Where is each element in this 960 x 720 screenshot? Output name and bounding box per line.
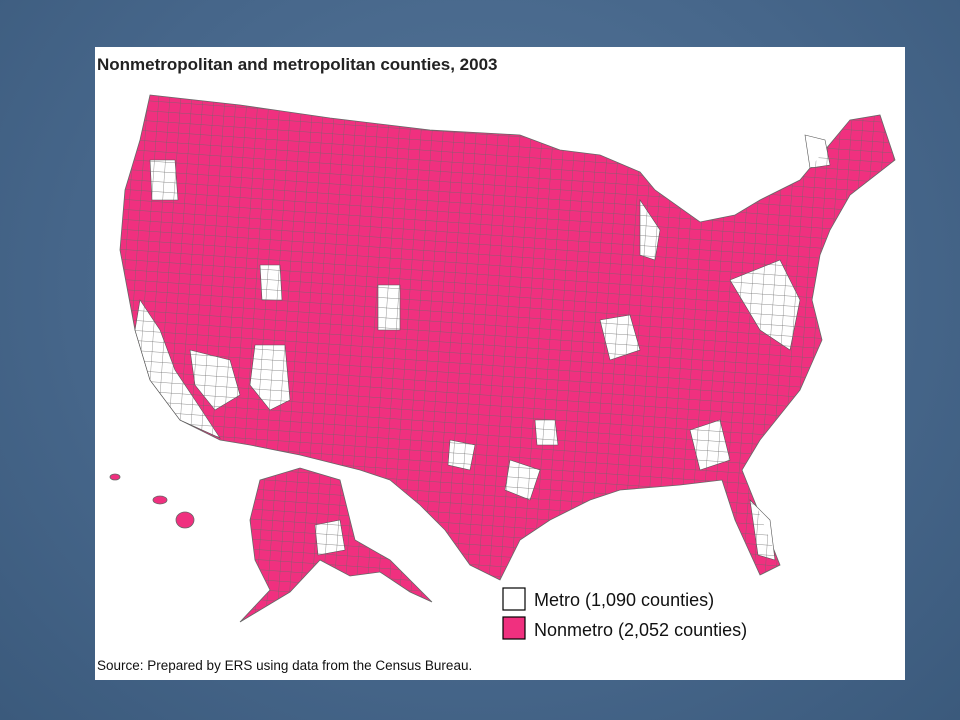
hawaii-island — [109, 473, 121, 481]
legend-swatch — [502, 616, 526, 640]
hawaii-island — [152, 495, 168, 505]
legend-label: Nonmetro (2,052 counties) — [534, 620, 747, 640]
legend-label: Metro (1,090 counties) — [534, 590, 714, 610]
legend-swatch — [502, 587, 526, 611]
legend: Metro (1,090 counties) Nonmetro (2,052 c… — [502, 587, 747, 640]
hawaii-island — [175, 511, 195, 529]
source-note: Source: Prepared by ERS using data from … — [97, 658, 472, 673]
map-title: Nonmetropolitan and metropolitan countie… — [97, 55, 498, 74]
